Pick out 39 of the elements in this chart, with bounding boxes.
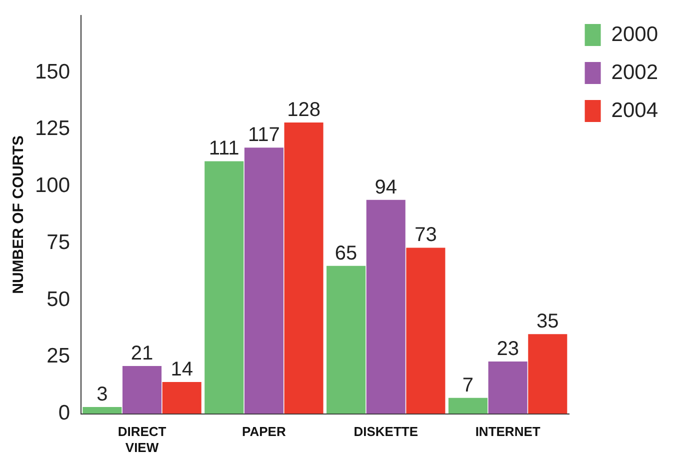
data-label: 111 bbox=[208, 138, 240, 160]
legend-label: 2002 bbox=[611, 60, 658, 84]
bar bbox=[82, 406, 122, 414]
legend-label: 2004 bbox=[611, 98, 658, 122]
bar bbox=[448, 398, 488, 414]
bar bbox=[326, 266, 366, 414]
bar bbox=[162, 382, 202, 414]
data-label: 35 bbox=[536, 310, 559, 333]
y-tick-label: 0 bbox=[58, 402, 70, 425]
y-tick-label: 25 bbox=[46, 344, 70, 368]
bar bbox=[366, 200, 406, 414]
data-label: 65 bbox=[334, 242, 358, 264]
data-label: 128 bbox=[287, 99, 320, 122]
y-tick-label: 125 bbox=[34, 117, 70, 140]
y-axis-title: NUMBER OF COURTS bbox=[10, 136, 28, 294]
x-tick-label: DISKETTE bbox=[354, 424, 418, 440]
x-tick-label: PAPER bbox=[242, 424, 286, 440]
bar bbox=[244, 148, 284, 414]
x-tick-label: INTERNET bbox=[475, 424, 540, 440]
data-label: 7 bbox=[462, 374, 474, 396]
bar bbox=[528, 334, 568, 414]
legend-label: 2000 bbox=[611, 22, 658, 46]
bar bbox=[406, 248, 446, 414]
data-label: 94 bbox=[374, 176, 398, 198]
data-label: 21 bbox=[130, 342, 154, 365]
bar bbox=[204, 161, 244, 414]
data-label: 3 bbox=[96, 383, 108, 406]
data-label: 23 bbox=[496, 338, 519, 360]
y-tick-label: 100 bbox=[34, 174, 70, 198]
data-label: 117 bbox=[248, 124, 280, 146]
bar bbox=[122, 366, 162, 414]
data-label: 73 bbox=[414, 224, 437, 246]
bar bbox=[488, 361, 528, 414]
y-tick-label: 50 bbox=[46, 288, 70, 311]
data-label: 14 bbox=[170, 358, 193, 380]
y-tick-label: 75 bbox=[46, 230, 70, 254]
bar bbox=[284, 122, 324, 414]
y-tick-label: 150 bbox=[34, 60, 70, 84]
x-tick-label: DIRECT VIEW bbox=[118, 424, 166, 455]
